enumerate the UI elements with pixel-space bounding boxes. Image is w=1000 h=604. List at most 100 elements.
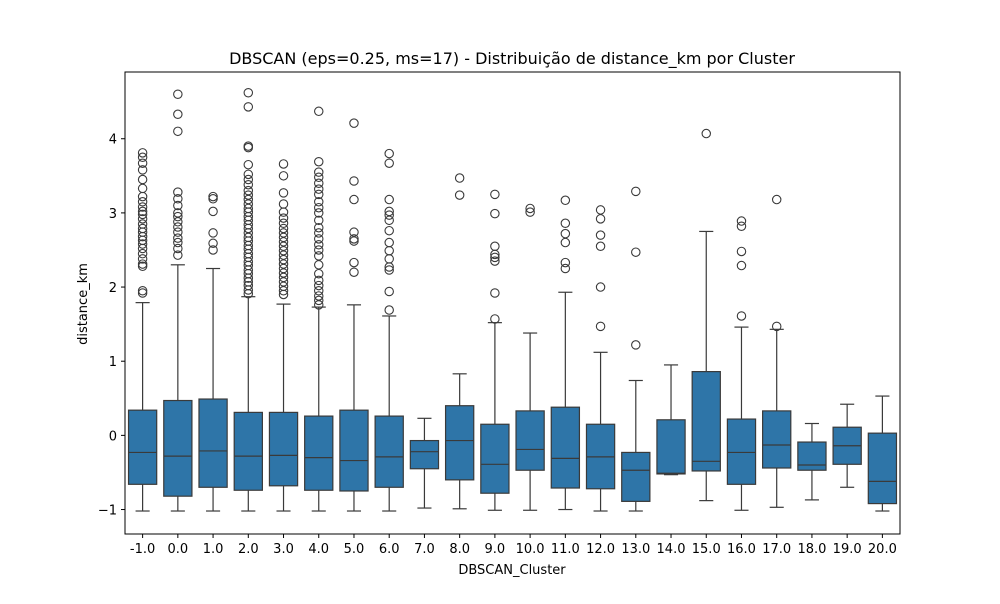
outlier-point bbox=[736, 260, 747, 271]
outlier-point bbox=[771, 194, 782, 205]
x-tick-label: 11.0 bbox=[551, 542, 580, 557]
box-group bbox=[444, 173, 475, 510]
box bbox=[480, 423, 510, 494]
box-group bbox=[832, 403, 862, 488]
outlier-point bbox=[560, 237, 571, 248]
outlier-point bbox=[137, 202, 148, 212]
box-group bbox=[797, 422, 827, 501]
outlier-point bbox=[173, 237, 183, 248]
outlier-point bbox=[701, 128, 711, 139]
outlier-point bbox=[278, 213, 289, 223]
box bbox=[304, 415, 334, 491]
outlier-point bbox=[313, 189, 324, 200]
outlier-point bbox=[384, 158, 394, 168]
box-group bbox=[762, 194, 792, 508]
outlier-point bbox=[595, 241, 606, 252]
outlier-point bbox=[595, 214, 606, 224]
outlier-point bbox=[313, 197, 324, 207]
outlier-point bbox=[313, 215, 324, 226]
box-group bbox=[656, 364, 686, 476]
outlier-point bbox=[243, 174, 254, 185]
outlier-point bbox=[173, 211, 183, 222]
box-group bbox=[621, 186, 651, 512]
box bbox=[163, 399, 193, 497]
outlier-point bbox=[173, 89, 183, 99]
outlier-point bbox=[137, 219, 148, 229]
y-tick-label: −1 bbox=[98, 504, 117, 519]
outlier-point bbox=[173, 208, 183, 218]
outlier-point bbox=[490, 256, 500, 266]
outlier-point bbox=[137, 223, 148, 234]
outlier-point bbox=[278, 188, 289, 198]
outlier-point bbox=[313, 208, 324, 218]
outlier-point bbox=[278, 171, 289, 181]
x-tick-label: 13.0 bbox=[621, 542, 650, 557]
box bbox=[127, 409, 158, 485]
outlier-point bbox=[490, 241, 500, 252]
outlier-point bbox=[384, 148, 394, 159]
box-group bbox=[339, 118, 369, 512]
box-group bbox=[304, 106, 334, 512]
chart-title: DBSCAN (eps=0.25, ms=17) - Distribuição … bbox=[229, 49, 795, 69]
outlier-point bbox=[208, 238, 218, 249]
outlier-point bbox=[243, 280, 254, 291]
outlier-point bbox=[384, 305, 394, 315]
x-tick-label: 5.0 bbox=[344, 542, 365, 557]
outlier-point bbox=[490, 314, 500, 324]
outlier-point bbox=[173, 233, 183, 243]
outlier-point bbox=[173, 250, 183, 260]
plot-frame bbox=[124, 71, 901, 535]
outlier-point bbox=[631, 186, 641, 197]
outlier-point bbox=[137, 191, 148, 202]
outlier-point bbox=[454, 173, 465, 183]
outlier-point bbox=[313, 286, 324, 296]
x-tick-label: 7.0 bbox=[414, 542, 435, 557]
x-tick-label: 17.0 bbox=[762, 542, 791, 557]
x-tick-label: 6.0 bbox=[379, 542, 400, 557]
outlier-point bbox=[278, 207, 289, 217]
outlier-point bbox=[736, 221, 747, 231]
outlier-point bbox=[595, 230, 606, 240]
outlier-point bbox=[137, 165, 148, 175]
outlier-point bbox=[278, 199, 289, 209]
outlier-point bbox=[208, 228, 218, 238]
x-tick-label: 12.0 bbox=[586, 542, 615, 557]
outlier-point bbox=[349, 267, 359, 277]
outlier-point bbox=[490, 189, 500, 200]
outlier-point bbox=[384, 210, 394, 220]
outlier-point bbox=[384, 286, 394, 297]
box-group bbox=[409, 417, 440, 509]
box bbox=[797, 441, 827, 471]
outlier-point bbox=[736, 246, 747, 257]
box-group bbox=[480, 189, 510, 511]
box bbox=[409, 439, 440, 470]
outlier-point bbox=[208, 191, 218, 202]
y-tick-label: 0 bbox=[109, 429, 117, 444]
outlier-point bbox=[313, 260, 324, 270]
box-group bbox=[268, 159, 299, 512]
outlier-point bbox=[384, 225, 394, 236]
outlier-point bbox=[313, 251, 324, 261]
box bbox=[691, 370, 721, 472]
outlier-point bbox=[313, 106, 324, 117]
outlier-point bbox=[137, 248, 148, 259]
outlier-point bbox=[278, 218, 289, 229]
outlier-point bbox=[243, 190, 254, 200]
box bbox=[656, 419, 686, 475]
outlier-point bbox=[243, 179, 254, 190]
outlier-point bbox=[525, 203, 535, 214]
box bbox=[515, 410, 545, 471]
outlier-point bbox=[490, 208, 500, 219]
x-tick-label: 1.0 bbox=[203, 542, 224, 557]
outlier-point bbox=[137, 259, 148, 269]
outlier-point bbox=[137, 288, 148, 298]
box-group bbox=[127, 148, 158, 512]
box-group bbox=[691, 128, 721, 502]
outlier-point bbox=[278, 228, 289, 238]
outlier-point bbox=[595, 321, 606, 332]
outlier-point bbox=[349, 194, 359, 205]
box-group bbox=[233, 88, 263, 512]
outlier-point bbox=[243, 102, 254, 112]
